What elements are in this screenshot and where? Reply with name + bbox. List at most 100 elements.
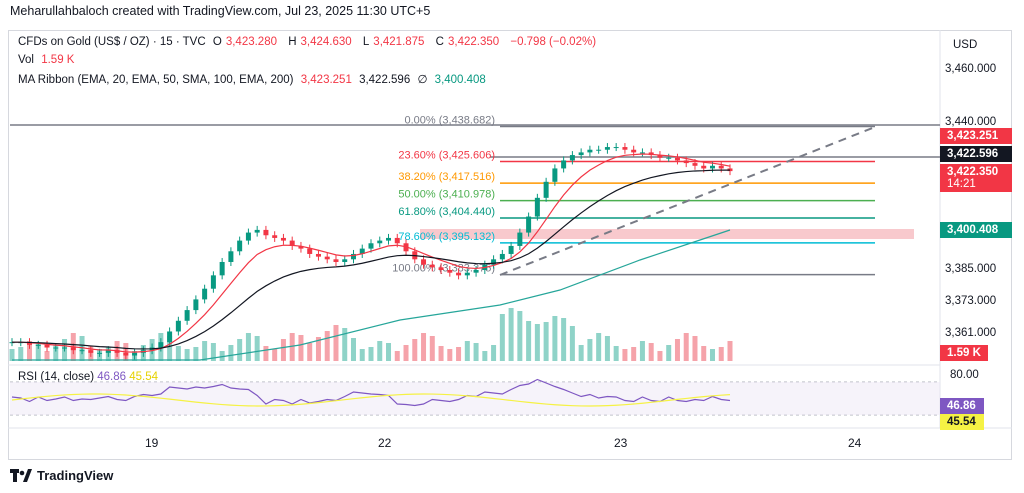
- trendline: [499, 126, 876, 276]
- currency-label[interactable]: USD: [953, 39, 978, 51]
- volume-bar: [27, 341, 33, 361]
- candle-body: [394, 237, 400, 244]
- candle-body: [631, 149, 637, 153]
- volume-bar: [421, 333, 427, 361]
- volume-bar: [517, 311, 523, 361]
- volume-bar: [613, 346, 619, 361]
- rsi-axis-tick: 80.00: [950, 369, 979, 381]
- ma-ribbon-label[interactable]: MA Ribbon (EMA, 20, EMA, 50, SMA, 100, E…: [18, 74, 294, 86]
- candle-body: [307, 248, 313, 254]
- volume-bar: [377, 341, 383, 361]
- fib-level-label: 50.00% (3,410.978): [398, 189, 495, 201]
- candle-body: [237, 240, 243, 252]
- supply-zone: [420, 229, 914, 239]
- attribution-text: Meharullahbaloch created with TradingVie…: [10, 4, 431, 18]
- candle-body: [44, 344, 50, 348]
- candle-body: [657, 155, 663, 158]
- candle-body: [674, 157, 680, 161]
- volume-bar: [552, 316, 558, 361]
- volume-bar: [44, 351, 50, 361]
- candle-body: [53, 347, 59, 349]
- volume-bar: [403, 345, 409, 361]
- volume-bar: [298, 335, 304, 361]
- open-label: O 3,423.280: [212, 36, 277, 48]
- volume-bar: [727, 341, 733, 361]
- rsi-legend: RSI (14, close) 46.86 45.54: [18, 371, 158, 383]
- high-label: H 3,424.630: [288, 36, 352, 48]
- volume-bar: [193, 347, 199, 361]
- rsi-ma-value: 45.54: [129, 371, 159, 383]
- volume-bar: [333, 325, 339, 361]
- time-axis-tick: 24: [848, 436, 862, 450]
- fib-level-label: 23.60% (3,425.606): [398, 149, 495, 161]
- rsi-line: [11, 378, 731, 407]
- rsi-badge[interactable]: 45.54: [940, 414, 984, 430]
- volume-bar: [53, 345, 59, 361]
- candle-body: [324, 256, 330, 260]
- ema200-line: [12, 229, 731, 361]
- volume-bar: [438, 346, 444, 361]
- price-badge[interactable]: 3,400.408: [940, 222, 1012, 238]
- candle-body: [342, 259, 348, 262]
- close-label: C 3,422.350: [435, 36, 500, 48]
- candle-body: [184, 310, 190, 321]
- candle-body: [167, 331, 173, 343]
- price-badge[interactable]: 3,423.251: [940, 128, 1012, 144]
- volume-bar: [35, 343, 41, 361]
- candle-body: [27, 342, 33, 345]
- rsi-value: 46.86: [97, 371, 127, 383]
- volume-badge[interactable]: 1.59 K: [940, 345, 988, 361]
- candle-body: [429, 264, 435, 268]
- candle-body: [132, 352, 138, 356]
- candle-body: [534, 197, 540, 217]
- price-axis-tick: 3,385.000: [945, 263, 997, 275]
- ma-ema50-value: 3,422.596: [359, 74, 411, 86]
- volume-bar: [263, 346, 269, 361]
- volume-bar: [167, 336, 173, 361]
- tradingview-wordmark: TradingView: [37, 468, 114, 483]
- rsi-label[interactable]: RSI (14, close): [18, 371, 95, 383]
- candle-body: [438, 267, 444, 270]
- volume-bar: [587, 339, 593, 361]
- price-badge[interactable]: 3,422.350 14:21: [940, 164, 1012, 192]
- candle-body: [298, 245, 304, 249]
- candle-body: [123, 352, 129, 356]
- volume-bar: [210, 343, 216, 361]
- candle-body: [35, 344, 41, 346]
- volume-bar: [561, 318, 567, 361]
- symbol-title[interactable]: CFDs on Gold (US$ / OZ) · 15 · TVC: [18, 36, 206, 48]
- candle-body: [508, 245, 514, 254]
- volume-bar: [534, 324, 540, 361]
- volume-label[interactable]: Vol: [18, 54, 34, 66]
- volume-value: 1.59 K: [41, 54, 75, 66]
- price-axis-tick: 3,440.000: [945, 116, 997, 128]
- volume-bar: [280, 339, 286, 361]
- candle-body: [315, 253, 321, 257]
- candle-body: [578, 152, 584, 156]
- volume-bar: [569, 326, 575, 361]
- volume-bar: [219, 351, 225, 361]
- candle-body: [473, 270, 479, 273]
- candle-body: [272, 235, 278, 238]
- volume-bar: [237, 339, 243, 361]
- candle-body: [666, 157, 672, 159]
- volume-bar: [368, 347, 374, 361]
- volume-bar: [228, 345, 234, 361]
- volume-bar: [639, 341, 645, 361]
- candle-body: [683, 160, 689, 164]
- candle-body: [333, 259, 339, 262]
- volume-bar: [289, 333, 295, 361]
- tradingview-logo[interactable]: TradingView: [10, 468, 113, 483]
- rsi-badge[interactable]: 46.86: [940, 398, 984, 414]
- candle-body: [639, 152, 645, 154]
- volume-bar: [254, 336, 260, 361]
- price-badge[interactable]: 3,422.596: [940, 146, 1012, 162]
- candle-body: [210, 275, 216, 289]
- volume-bar: [508, 308, 514, 361]
- price-axis-tick: 3,460.000: [945, 62, 997, 75]
- volume-bar: [202, 341, 208, 361]
- volume-bar: [456, 347, 462, 361]
- candle-body: [622, 147, 628, 150]
- volume-bar: [709, 349, 715, 361]
